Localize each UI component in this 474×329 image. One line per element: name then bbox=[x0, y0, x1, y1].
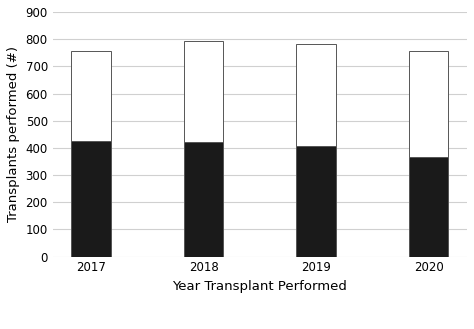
Bar bbox=[409, 157, 448, 257]
Bar bbox=[296, 44, 336, 146]
Y-axis label: Transplants performed (#): Transplants performed (#) bbox=[7, 46, 20, 222]
X-axis label: Year Transplant Performed: Year Transplant Performed bbox=[173, 280, 347, 293]
Bar bbox=[296, 146, 336, 257]
Bar bbox=[184, 41, 223, 142]
Bar bbox=[72, 141, 111, 257]
Bar bbox=[72, 51, 111, 141]
Bar bbox=[184, 142, 223, 257]
Bar bbox=[409, 51, 448, 157]
Legend: Autologous, Allogeneic: Autologous, Allogeneic bbox=[169, 326, 351, 329]
